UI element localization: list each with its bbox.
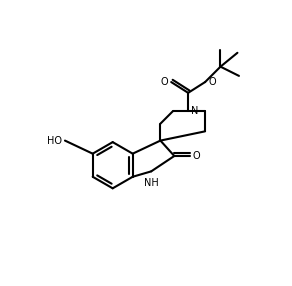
Text: NH: NH	[144, 178, 159, 188]
Text: O: O	[208, 77, 216, 87]
Text: N: N	[191, 106, 199, 116]
Text: HO: HO	[47, 136, 62, 146]
Text: O: O	[193, 151, 200, 161]
Text: O: O	[161, 77, 168, 87]
